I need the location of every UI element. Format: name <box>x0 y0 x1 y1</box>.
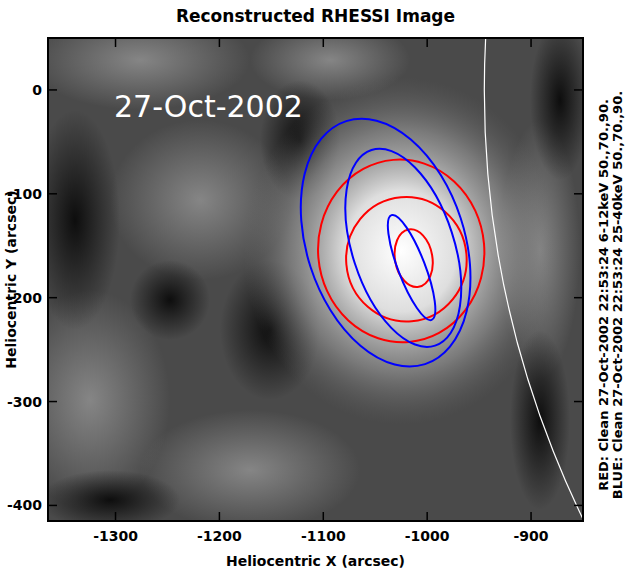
y-tick <box>48 401 57 403</box>
annotation: 27-Oct-2002 <box>114 89 303 124</box>
y-tick <box>574 193 583 195</box>
x-tick-label: -1200 <box>197 528 242 544</box>
x-tick <box>426 38 428 47</box>
y-tick <box>574 297 583 299</box>
contour <box>323 134 483 361</box>
contour <box>379 210 444 324</box>
y-tick <box>48 193 57 195</box>
plot-area <box>48 38 583 521</box>
x-tick <box>426 512 428 521</box>
x-tick <box>115 512 117 521</box>
y-tick-label: -300 <box>7 394 42 410</box>
contour-series <box>271 97 500 389</box>
title: Reconstructed RHESSI Image <box>176 6 455 26</box>
chart: -1300-1200-1100-1000-900-400-300-200-100… <box>0 0 631 575</box>
image-shading <box>48 470 180 521</box>
x-tick <box>219 512 221 521</box>
x-tick <box>115 38 117 47</box>
image-shading <box>130 260 210 340</box>
x-tick-label: -1300 <box>93 528 138 544</box>
y-tick <box>574 89 583 91</box>
y-tick <box>48 89 57 91</box>
x-axis-title: Heliocentric X (arcsec) <box>226 553 405 569</box>
x-tick <box>323 38 325 47</box>
x-tick-label: -1000 <box>405 528 450 544</box>
solar-limb <box>484 38 583 521</box>
x-tick <box>219 38 221 47</box>
x-tick <box>530 512 532 521</box>
y-tick-label: 0 <box>32 82 42 98</box>
y-tick-label: -400 <box>7 497 42 513</box>
y-tick <box>48 297 57 299</box>
x-tick <box>323 512 325 521</box>
side-note: RED: Clean 27-Oct-2002 22:53:24 6-12keV … <box>596 99 611 491</box>
image-source <box>243 77 559 424</box>
contour <box>341 192 472 327</box>
image-shading <box>48 110 120 330</box>
y-tick <box>574 505 583 507</box>
x-tick-label: -900 <box>514 528 549 544</box>
side-note: BLUE: Clean 27-Oct-2002 22:53:24 25-40ke… <box>610 91 625 499</box>
x-tick <box>530 38 532 47</box>
contour <box>271 97 500 389</box>
x-tick-label: -1100 <box>301 528 346 544</box>
plot-frame <box>48 38 583 521</box>
image-shading <box>530 38 583 180</box>
y-axis-title: Heliocentric Y (arcsec) <box>3 190 19 368</box>
y-tick <box>48 505 57 507</box>
y-tick <box>574 401 583 403</box>
